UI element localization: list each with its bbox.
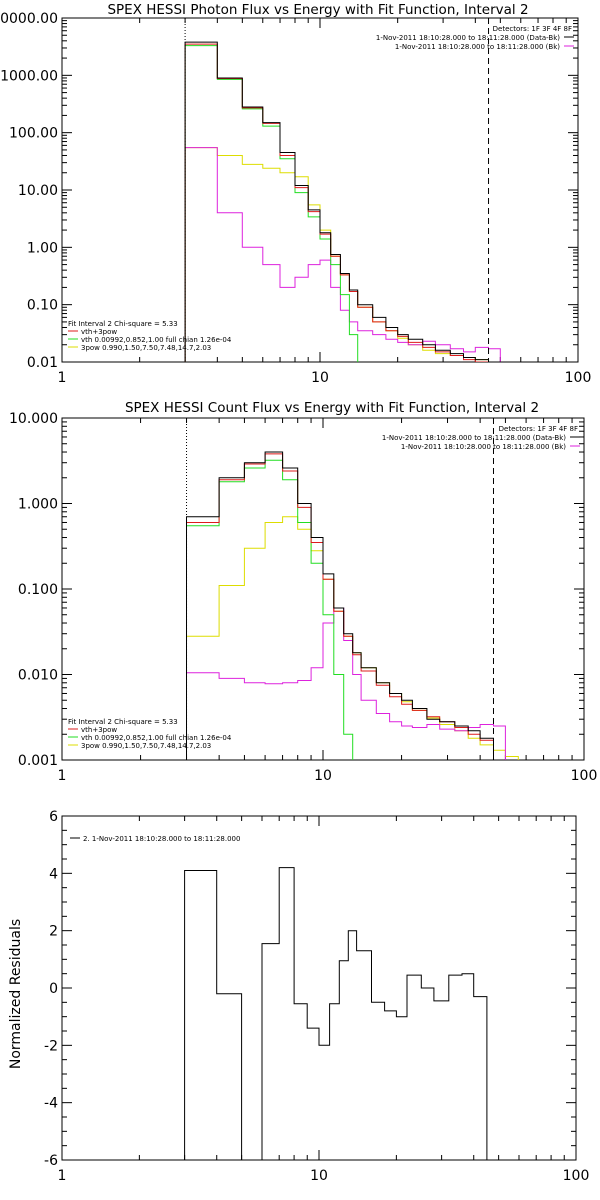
- y-tick-label: 1.00: [27, 240, 58, 256]
- legend-bk: 1-Nov-2011 18:10:28.000 to 18:11:28.000 …: [395, 43, 560, 51]
- legend-entry-1: vth+3pow: [81, 328, 117, 336]
- x-tick-label: 100: [565, 370, 592, 386]
- y-tick-label: 10.000: [9, 411, 58, 427]
- panel2-title: SPEX HESSI Count Flux vs Energy with Fit…: [125, 400, 539, 416]
- y-tick-label: 0: [49, 981, 58, 997]
- y-tick-label: -6: [44, 1153, 58, 1169]
- x-tick-label: 1: [58, 1168, 67, 1184]
- legend-data-bk: 1-Nov-2011 18:10:28.000 to 18:11:28.000 …: [376, 34, 560, 42]
- y-tick-label: 100.00: [9, 126, 58, 142]
- y-tick-label: -4: [44, 1096, 58, 1112]
- series-sum-line: [184, 147, 501, 362]
- residuals-y-axis-label: Normalized Residuals: [8, 919, 24, 1069]
- y-tick-label: 6: [49, 809, 58, 825]
- legend-fit-interval: Fit Interval 2 Chi-square = 5.33: [68, 320, 178, 328]
- residuals-line: [184, 867, 488, 1160]
- panel1-title: SPEX HESSI Photon Flux vs Energy with Fi…: [107, 2, 528, 18]
- plot-area: [184, 18, 501, 362]
- count-flux-plot: 1 10 100 10.000 1.000 0.100 0.010 0.001 Detector…: [9, 411, 598, 784]
- y-tick-label: 10.00: [18, 183, 58, 199]
- residuals-plot: 1 10 100 6 4 2 0 -2 -4 -6 2. 1-Nov-2011 18:10:28.0…: [44, 809, 589, 1184]
- series-sum-line: [186, 607, 506, 760]
- legend-entry-2: vth 0.00992,0.852,1.00 full chian 1.26e-…: [81, 336, 232, 344]
- y-tick-label: 2: [49, 924, 58, 940]
- series-data-line: [186, 451, 494, 760]
- y-tick-label: 1000.00: [0, 68, 58, 84]
- y-tick-label: 0.01: [27, 355, 58, 371]
- legend-entry-1: vth+3pow: [81, 726, 117, 734]
- y-tick-label: 0.001: [18, 753, 58, 769]
- legend-entry-2: vth 0.00992,0.852,1.00 full chian 1.26e-…: [81, 734, 232, 742]
- x-tick-label: 10: [311, 370, 329, 386]
- y-tick-label: 0.010: [18, 668, 58, 684]
- plot-area: [186, 418, 519, 760]
- x-tick-label: 1: [58, 370, 67, 386]
- x-tick-label: 10: [314, 768, 332, 784]
- legend-fit-interval: Fit Interval 2 Chi-square = 5.33: [68, 718, 178, 726]
- legend-entry-3: 3pow 0.990,1.50,7.50,7.48,14.7,2.03: [81, 742, 211, 750]
- legend-entry-3: 3pow 0.990,1.50,7.50,7.48,14.7,2.03: [81, 344, 211, 352]
- y-tick-label: 4: [49, 866, 58, 882]
- series-data-line: [184, 41, 501, 362]
- x-tick-label: 100: [563, 1168, 590, 1184]
- legend-data-bk: 1-Nov-2011 18:10:28.000 to 18:11:28.000 …: [382, 434, 566, 442]
- legend-detectors: Detectors: 1F 3F 4F 8F: [499, 425, 578, 433]
- y-tick-label: 0.10: [27, 298, 58, 314]
- y-tick-label: -2: [44, 1038, 58, 1054]
- legend-bk: 1-Nov-2011 18:10:28.000 to 18:11:28.000 …: [401, 443, 566, 451]
- legend-detectors: Detectors: 1F 3F 4F 8F: [493, 25, 572, 33]
- plot-area: [184, 867, 488, 1160]
- x-tick-label: 100: [571, 768, 598, 784]
- residuals-legend: 2. 1-Nov-2011 18:10:28.000 to 18:11:28.0…: [83, 835, 240, 843]
- y-tick-label: 1.000: [18, 497, 58, 513]
- x-tick-label: 10: [310, 1168, 328, 1184]
- y-tick-label: 0.100: [18, 582, 58, 598]
- series-vth-line: [186, 459, 354, 760]
- x-tick-label: 1: [58, 768, 67, 784]
